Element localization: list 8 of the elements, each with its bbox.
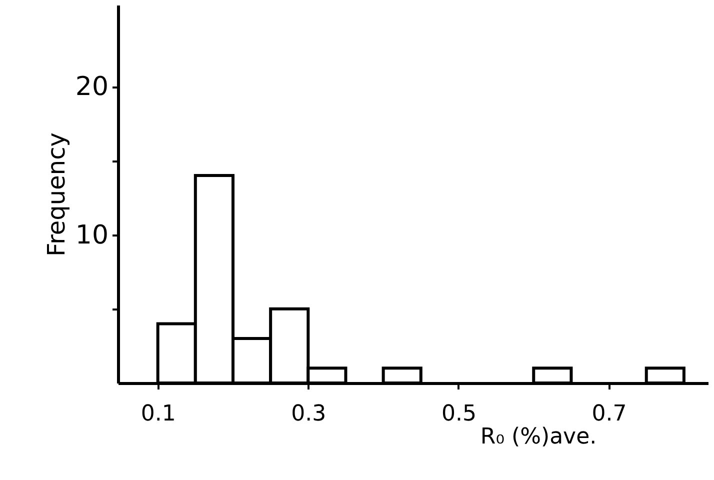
y-tick-label: 20 bbox=[75, 72, 108, 102]
y-tick-label: 10 bbox=[75, 220, 108, 250]
x-tick-label: 0.1 bbox=[140, 402, 176, 426]
x-tick-label: 0.7 bbox=[592, 402, 627, 426]
y-axis-title: Frequency bbox=[42, 132, 70, 256]
x-axis-title: R₀ (%)ave. bbox=[480, 424, 597, 450]
x-tick-label: 0.3 bbox=[291, 402, 326, 426]
x-tick-label: 0.5 bbox=[441, 402, 476, 426]
